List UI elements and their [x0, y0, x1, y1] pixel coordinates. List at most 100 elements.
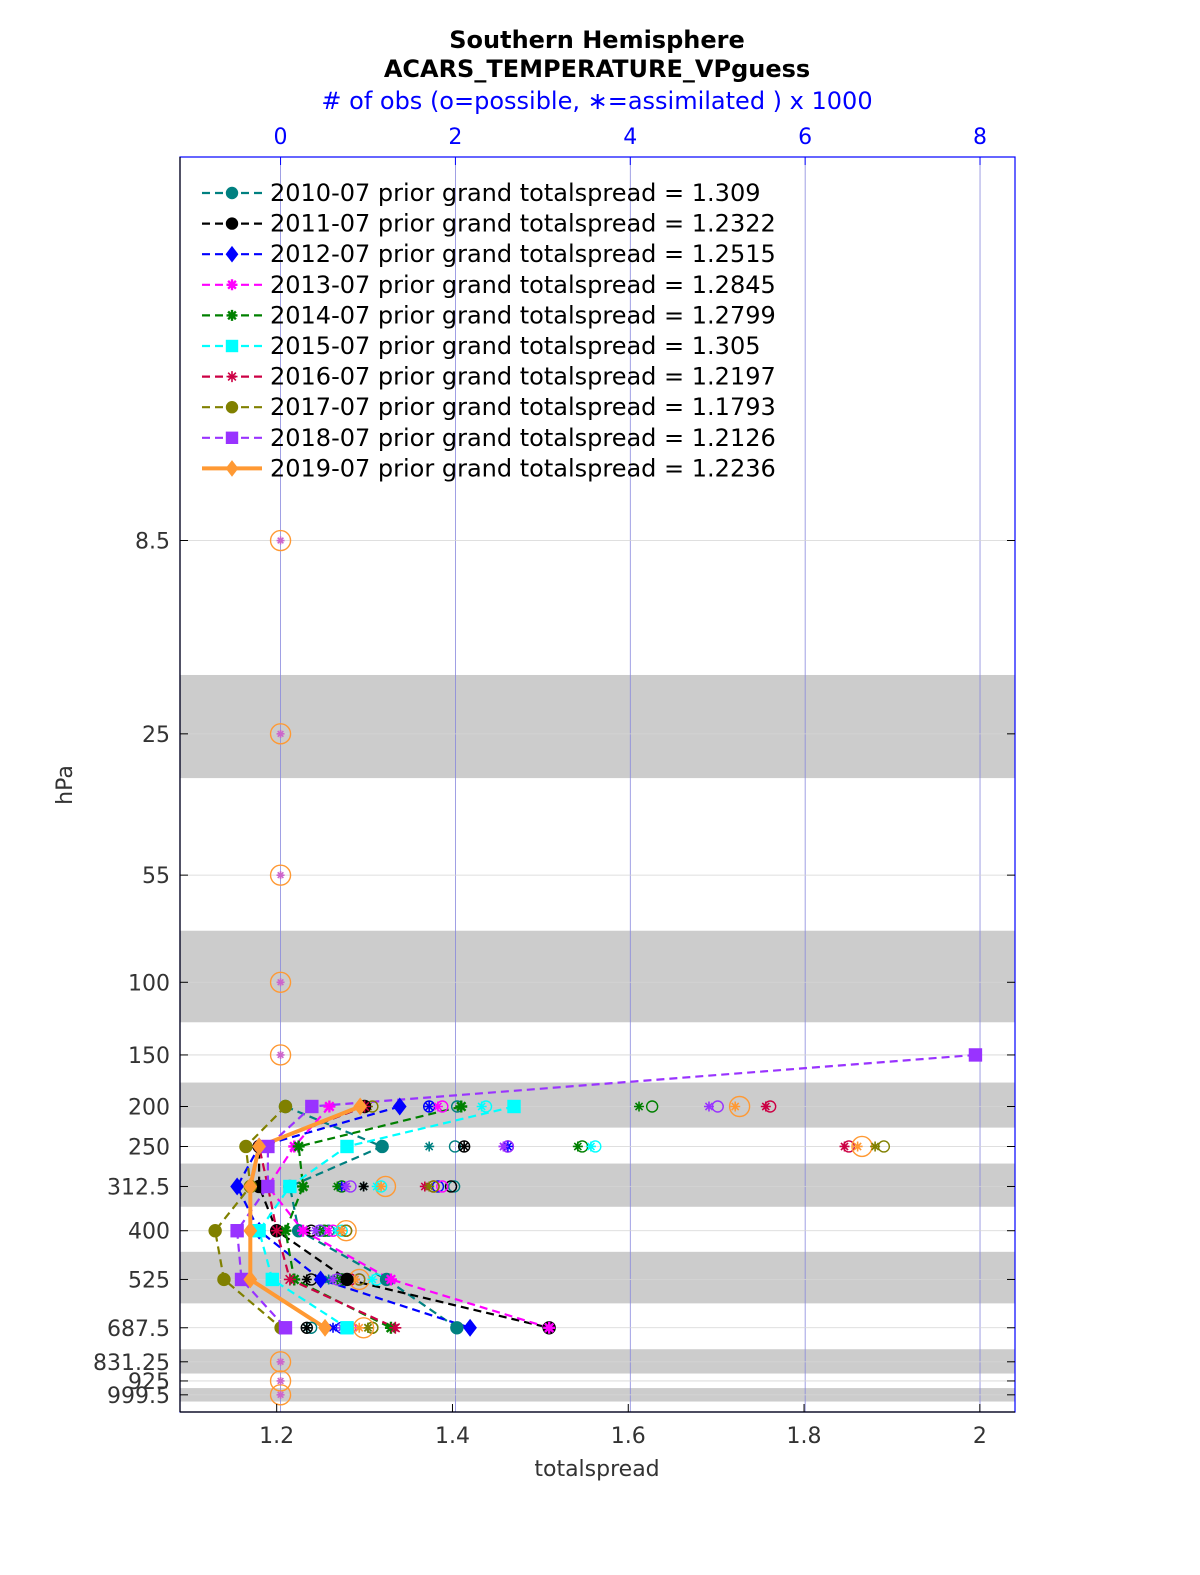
- legend-label: 2010-07 prior grand totalspread = 1.309: [270, 179, 760, 207]
- obs-assimilated-marker: [498, 1141, 509, 1152]
- obs-possible-marker: [457, 1140, 471, 1153]
- obs-assimilated-marker: [354, 1322, 365, 1333]
- obs-assimilated-marker: [336, 1225, 347, 1236]
- series-point: [239, 1139, 253, 1154]
- x-tick-label: 1.4: [435, 1424, 470, 1449]
- series-point: [463, 1318, 477, 1337]
- series-point: [292, 1140, 305, 1153]
- obs-assimilated-marker: [760, 1101, 771, 1112]
- legend-marker: [225, 401, 239, 414]
- series-point: [340, 1321, 354, 1335]
- series-point: [297, 1224, 310, 1237]
- x-tick-label: 2: [973, 1424, 987, 1449]
- legend-label: 2013-07 prior grand totalspread = 1.2845: [270, 271, 776, 299]
- series-point: [279, 1224, 292, 1237]
- series-point: [217, 1272, 231, 1287]
- y-tick-label: 250: [128, 1135, 170, 1160]
- legend-label: 2017-07 prior grand totalspread = 1.1793: [270, 393, 776, 421]
- series-point: [340, 1139, 354, 1154]
- obs-assimilated-marker: [358, 1181, 369, 1192]
- obs-assimilated-marker: [572, 1141, 583, 1152]
- obs-possible-marker: [300, 1321, 313, 1334]
- obs-assimilated-marker: [276, 1357, 285, 1366]
- top-tick-label: 2: [448, 125, 462, 150]
- obs-assimilated-marker: [839, 1141, 850, 1152]
- obs-possible-marker: [269, 864, 292, 886]
- series-point: [278, 1099, 293, 1114]
- obs-possible-marker: [269, 1044, 292, 1066]
- series-point: [323, 1100, 336, 1113]
- y-tick-label: 687.5: [107, 1317, 170, 1342]
- obs-assimilated-marker: [301, 1274, 312, 1285]
- obs-assimilated-marker: [276, 729, 285, 738]
- y-tick-label: 55: [142, 864, 170, 889]
- series-line-0: [285, 1105, 458, 1329]
- y-tick-label: 150: [128, 1044, 170, 1069]
- horizontal-grid: [180, 540, 1015, 1396]
- legend-marker: [226, 279, 238, 291]
- series-point: [243, 1177, 258, 1196]
- shaded-band: [180, 1163, 1015, 1207]
- series-line-3: [266, 1105, 550, 1329]
- series-point: [283, 1273, 296, 1286]
- series-point: [968, 1048, 983, 1062]
- chart-subtitle: ACARS_TEMPERATURE_VPguess: [384, 55, 810, 83]
- shaded-band: [180, 1349, 1015, 1374]
- series-point: [283, 1179, 297, 1194]
- obs-assimilated-marker: [585, 1141, 596, 1152]
- series-point: [389, 1321, 402, 1334]
- legend-marker: [225, 339, 239, 353]
- legend: 2010-07 prior grand totalspread = 1.309 2…: [202, 179, 776, 482]
- obs-assimilated-marker: [634, 1101, 645, 1112]
- top-tick-label: 6: [798, 125, 812, 150]
- series-point: [455, 1100, 468, 1113]
- obs-assimilated-marker: [276, 1390, 285, 1399]
- top-tick-label: 8: [973, 125, 987, 150]
- obs-assimilated-marker: [328, 1274, 339, 1285]
- shaded-band: [180, 674, 1015, 779]
- x-tick-label: 1.8: [787, 1424, 822, 1449]
- series-point: [230, 1224, 244, 1238]
- vertical-grid: [280, 157, 981, 1412]
- legend-label: 2014-07 prior grand totalspread = 1.2799: [270, 301, 776, 329]
- series-line-7: [213, 1105, 287, 1329]
- obs-possible-marker: [728, 1095, 751, 1118]
- shaded-bands: [180, 674, 1015, 1402]
- y-tick-label: 400: [128, 1220, 170, 1245]
- series-point: [543, 1321, 556, 1334]
- obs-assimilated-marker: [424, 1141, 435, 1152]
- y-tick-label: 8.5: [135, 530, 170, 555]
- legend-label: 2011-07 prior grand totalspread = 1.2322: [270, 210, 776, 238]
- obs-assimilated-marker: [424, 1101, 435, 1112]
- obs-assimilated-marker: [362, 1322, 373, 1333]
- obs-possible-marker: [645, 1100, 659, 1113]
- series-point: [450, 1321, 464, 1335]
- obs-possible-marker: [269, 971, 292, 993]
- legend-marker: [226, 309, 238, 321]
- series-point: [243, 1270, 258, 1289]
- series-point: [353, 1097, 368, 1116]
- y-axis-label: hPa: [53, 765, 78, 805]
- shaded-band: [180, 930, 1015, 1023]
- y-axis-ticks: 8.5 25 55 100 150 200 250 312.5 400 525 687.5 831.2…: [93, 530, 1015, 1409]
- obs-possible-marker: [269, 1351, 292, 1373]
- obs-assimilated-marker: [703, 1101, 714, 1112]
- x-tick-label: 1.6: [611, 1424, 646, 1449]
- y-tick-label: 312.5: [107, 1175, 170, 1200]
- obs-assimilated-marker: [276, 536, 285, 545]
- series-lines: [213, 1053, 976, 1330]
- y-tick-label: 925: [128, 1370, 170, 1395]
- legend-marker: [225, 245, 239, 263]
- x-axis-ticks: 1.2 1.4 1.6 1.8 2: [259, 1404, 987, 1449]
- y-tick-label: 25: [142, 723, 170, 748]
- series-point: [305, 1099, 319, 1114]
- legend-marker: [225, 217, 239, 230]
- y-tick-label: 200: [128, 1095, 170, 1120]
- y-tick-label: 831.25: [93, 1351, 170, 1376]
- series-line-2: [235, 1105, 471, 1329]
- series-point: [318, 1318, 332, 1337]
- top-axis-label: # of obs (o=possible, ∗=assimilated ) x …: [321, 87, 872, 115]
- x-axis-label: totalspread: [534, 1457, 659, 1482]
- series-point: [392, 1097, 407, 1116]
- legend-label: 2012-07 prior grand totalspread = 1.2515: [270, 240, 776, 268]
